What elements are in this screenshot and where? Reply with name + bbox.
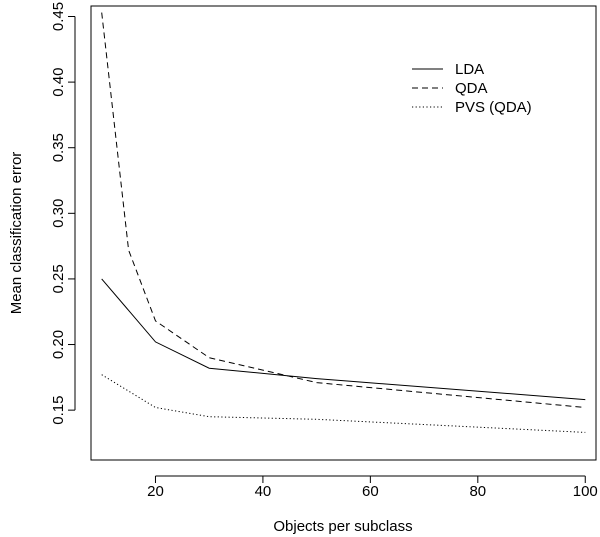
y-tick-label: 0.35 [50, 133, 67, 162]
y-tick-label: 0.30 [50, 199, 67, 228]
series-line-lda [101, 278, 586, 401]
y-tick-label: 0.20 [50, 330, 67, 359]
legend-label: QDA [455, 80, 488, 97]
x-tick-label: 100 [573, 483, 598, 500]
series-layer [101, 12, 586, 433]
legend-label: PVS (QDA) [455, 99, 532, 116]
x-tick-label: 80 [469, 483, 486, 500]
y-axis-label: Mean classification error [8, 152, 25, 315]
legend: LDA QDA PVS (QDA) [412, 61, 532, 116]
legend-label: LDA [455, 61, 484, 78]
plot-frame [90, 5, 597, 461]
y-tick-label: 0.45 [50, 2, 67, 31]
x-tick-label: 60 [362, 483, 379, 500]
y-tick-label: 0.25 [50, 264, 67, 293]
y-tick-label: 0.15 [50, 396, 67, 425]
y-axis: 0.15 0.20 0.25 0.30 0.35 0.40 0.45 [50, 2, 76, 425]
series-line-pvs-qda [101, 374, 586, 433]
x-tick-label: 40 [255, 483, 272, 500]
x-axis-label: Objects per subclass [273, 518, 412, 535]
x-axis: 20 40 60 80 100 [147, 475, 598, 500]
series-line-qda [101, 12, 586, 408]
y-tick-label: 0.40 [50, 68, 67, 97]
x-tick-label: 20 [147, 483, 164, 500]
